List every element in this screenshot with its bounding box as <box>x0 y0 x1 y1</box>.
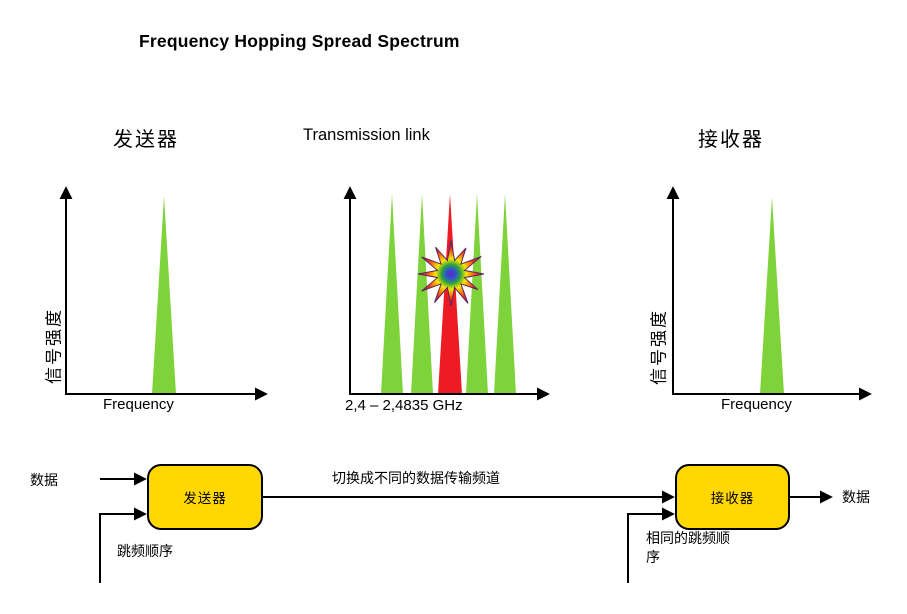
signal-spike <box>411 194 433 394</box>
signal-spike <box>760 197 784 394</box>
flow-connectors <box>99 472 833 583</box>
transmitter-header: 发送器 <box>113 129 179 151</box>
receiver-spectrum-chart <box>666 186 872 401</box>
transmitter-spectrum-chart <box>59 186 268 401</box>
transmitter-box: 发送器 <box>147 464 263 530</box>
page-title: Frequency Hopping Spread Spectrum <box>139 31 460 51</box>
transmitter-x-axis-label: Frequency <box>103 396 174 413</box>
receiver-header: 接收器 <box>698 129 764 151</box>
data-in-label: 数据 <box>30 472 58 488</box>
channel-switch-label: 切换成不同的数据传输频道 <box>332 470 500 486</box>
same-hop-sequence-label: 相同的跳频顺 序 <box>646 530 730 565</box>
link-x-axis-label: 2,4 – 2,4835 GHz <box>345 397 463 414</box>
signal-spike <box>466 194 488 394</box>
hop-sequence-arrow <box>99 507 147 583</box>
signal-spike <box>381 194 403 394</box>
receiver-box-label: 接收器 <box>710 491 755 506</box>
interference-burst-icon <box>417 239 485 307</box>
receiver-box: 接收器 <box>675 464 790 530</box>
receiver-y-axis-label: 信号强度 <box>649 309 669 385</box>
link-header: Transmission link <box>303 126 430 144</box>
signal-spike <box>494 194 516 394</box>
transmitter-box-label: 发送器 <box>183 491 227 506</box>
receiver-x-axis-label: Frequency <box>721 396 792 413</box>
data-out-label: 数据 <box>842 489 870 505</box>
transmitter-y-axis-label: 信号强度 <box>44 308 64 384</box>
hop-sequence-label: 跳频顺序 <box>117 543 173 559</box>
same-hop-sequence-arrow <box>627 507 675 583</box>
signal-spike <box>152 196 176 394</box>
link-spectrum-chart <box>343 186 550 401</box>
